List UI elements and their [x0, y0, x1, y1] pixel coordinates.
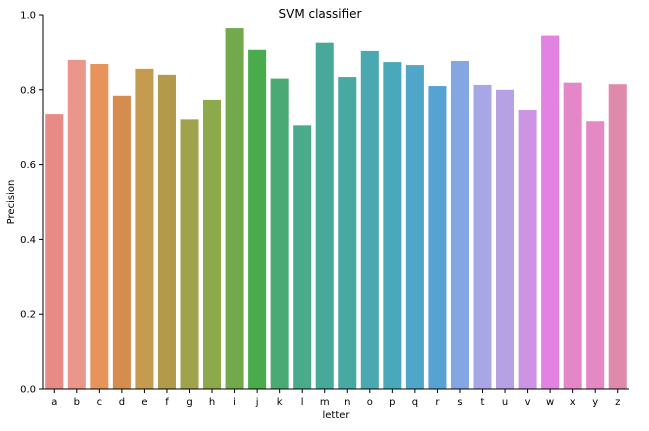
x-tick-label: u	[502, 397, 508, 408]
bar-y	[586, 121, 605, 389]
bar-m	[315, 42, 334, 390]
x-tick-label: t	[481, 397, 485, 408]
x-tick-label: o	[367, 397, 373, 408]
y-tick-label: 0.4	[20, 235, 36, 246]
bar-g	[180, 119, 199, 389]
bar-d	[112, 95, 131, 389]
y-axis-label: Precision	[6, 180, 17, 225]
bar-l	[293, 125, 312, 389]
bar-q	[405, 65, 424, 390]
x-tick-label: n	[344, 397, 350, 408]
x-tick-label: v	[525, 397, 531, 408]
x-tick-label: d	[119, 397, 125, 408]
y-tick-label: 1.0	[20, 11, 36, 22]
x-tick-label: r	[435, 397, 440, 408]
y-axis: 0.0 0.2 0.4 0.6 0.8 1.0	[20, 11, 44, 396]
y-tick-label: 0.6	[20, 160, 36, 171]
x-tick-label: q	[412, 397, 418, 408]
bar-n	[338, 77, 357, 389]
bar-r	[428, 86, 447, 389]
x-tick-label: p	[389, 397, 395, 408]
bar-s	[450, 61, 469, 389]
x-tick-label: w	[546, 397, 554, 408]
bar-o	[360, 50, 379, 390]
bar-f	[157, 74, 176, 389]
x-axis: a b c d e f g h i j k l m n o p q r s t u v w x y z	[43, 388, 629, 408]
bar-k	[270, 78, 289, 389]
x-tick-label: z	[615, 397, 620, 408]
bar-h	[203, 99, 222, 390]
bar-c	[90, 63, 109, 390]
x-tick-label: x	[570, 397, 576, 408]
chart-title: SVM classifier	[279, 7, 362, 21]
x-tick-label: m	[320, 397, 330, 408]
bar-e	[135, 68, 154, 390]
bar-a	[45, 114, 64, 390]
bar-u	[496, 89, 515, 390]
x-tick-label: b	[74, 397, 80, 408]
x-tick-label: g	[186, 397, 192, 408]
bar-p	[383, 62, 402, 390]
x-tick-label: i	[233, 397, 236, 408]
x-tick-label: h	[209, 397, 215, 408]
bar-x	[563, 82, 582, 389]
x-axis-label: letter	[322, 410, 350, 421]
y-tick-label: 0.2	[20, 310, 36, 321]
x-tick-label: a	[51, 397, 57, 408]
x-tick-label: k	[277, 397, 283, 408]
x-tick-label: y	[592, 397, 598, 408]
bar-j	[248, 49, 267, 389]
x-tick-label: j	[255, 397, 259, 408]
x-tick-label: e	[141, 397, 147, 408]
bar-b	[67, 59, 86, 389]
bar-w	[541, 35, 560, 389]
bar-t	[473, 84, 492, 389]
x-tick-label: s	[457, 397, 462, 408]
y-tick-label: 0.8	[20, 85, 36, 96]
x-tick-label: l	[301, 397, 304, 408]
x-tick-label: f	[165, 397, 169, 408]
bar-v	[518, 110, 537, 389]
bar-i	[225, 28, 244, 390]
x-tick-label: c	[97, 397, 103, 408]
bars-group	[45, 28, 627, 390]
bar-z	[608, 84, 627, 389]
y-tick-label: 0.0	[20, 385, 36, 396]
